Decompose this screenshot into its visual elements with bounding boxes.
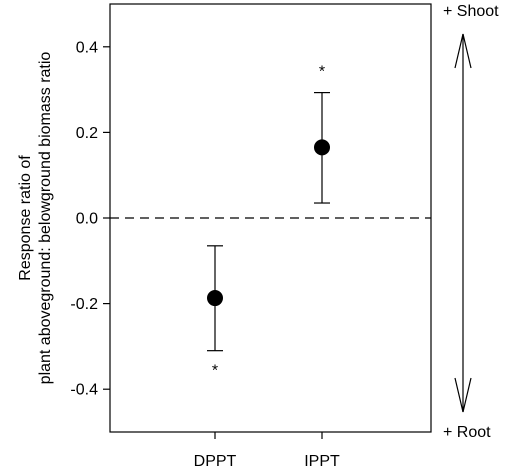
data-point-dppt xyxy=(207,290,223,307)
y-tick-label: -0.4 xyxy=(70,382,98,399)
y-axis-title: Response ratio of plant aboveground: bel… xyxy=(17,52,54,385)
shoot-label: + Shoot xyxy=(443,3,499,20)
arrow-head-down xyxy=(454,377,472,413)
y-axis-title-line-2: plant aboveground: belowground biomass r… xyxy=(37,52,54,385)
significance-marker-ippt: * xyxy=(319,64,325,81)
x-tick-label: DPPT xyxy=(194,453,237,470)
root-label: + Root xyxy=(443,424,491,441)
data-point-ippt xyxy=(314,139,330,156)
arrow-head-up xyxy=(454,33,472,69)
y-tick-label: 0.2 xyxy=(76,125,98,142)
shoot-root-arrow xyxy=(454,33,472,413)
x-tick-label: IPPT xyxy=(304,453,340,470)
significance-marker-dppt: * xyxy=(212,363,218,380)
y-tick-label: 0.0 xyxy=(76,211,98,228)
y-axis-title-line-1: Response ratio of xyxy=(17,155,34,281)
y-tick-label: -0.2 xyxy=(70,296,98,313)
x-axis: DPPT IPPT xyxy=(194,432,340,470)
y-axis: -0.4 -0.2 0.0 0.2 0.4 xyxy=(70,39,110,399)
data-points: ** xyxy=(207,64,330,380)
y-tick-label: 0.4 xyxy=(76,39,98,56)
